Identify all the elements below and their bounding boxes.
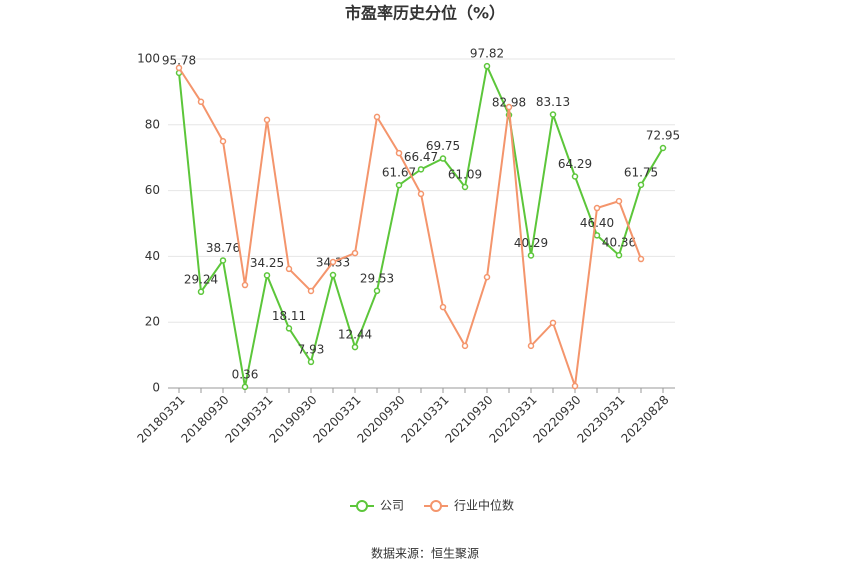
point: [549, 319, 557, 327]
point: [263, 272, 271, 279]
point: [615, 197, 623, 205]
data-label: 66.47: [404, 150, 438, 164]
point: [307, 287, 315, 295]
y-tick-label: 100: [137, 52, 160, 66]
data-label: 72.95: [646, 128, 680, 142]
point: [615, 251, 623, 259]
point: [637, 255, 645, 263]
point: [197, 98, 205, 106]
data-label: 95.78: [162, 53, 196, 67]
legend-item[interactable]: 行业中位数: [424, 498, 514, 513]
data-label: 61.67: [382, 166, 416, 180]
point: [527, 252, 535, 259]
point: [461, 183, 469, 191]
point: [659, 144, 667, 152]
series-line: [178, 67, 642, 387]
data-label: 69.75: [426, 139, 460, 153]
point: [329, 271, 337, 279]
data-label: 7.93: [298, 342, 325, 356]
y-tick-label: 80: [145, 117, 160, 131]
data-label: 38.76: [206, 241, 240, 255]
data-label: 46.40: [580, 216, 614, 230]
point: [417, 166, 425, 173]
x-tick-label: 20230828: [619, 393, 672, 446]
point: [351, 249, 359, 257]
point: [395, 149, 403, 157]
legend-marker: [356, 500, 368, 512]
point: [439, 155, 447, 162]
data-label: 29.24: [184, 272, 218, 286]
chart-title: 市盈率历史分位（%）: [345, 4, 505, 23]
y-tick-label: 20: [145, 315, 160, 329]
point: [637, 181, 645, 189]
data-label: 61.09: [448, 168, 482, 182]
point: [263, 116, 271, 124]
data-label: 34.25: [250, 256, 284, 270]
data-label: 0.36: [232, 367, 259, 381]
point: [593, 204, 601, 212]
point: [593, 232, 601, 239]
point: [175, 64, 183, 72]
data-label: 83.13: [536, 95, 570, 109]
point: [417, 190, 425, 198]
point: [461, 342, 469, 350]
y-tick-label: 40: [145, 249, 160, 263]
y-tick-label: 0: [152, 381, 160, 395]
point: [241, 383, 249, 391]
point: [527, 342, 535, 350]
legend-label: 行业中位数: [454, 498, 514, 513]
data-label: 29.53: [360, 271, 394, 285]
point: [373, 113, 381, 121]
point: [219, 138, 227, 145]
source-note: 数据来源：恒生聚源: [371, 546, 479, 561]
point: [329, 258, 337, 266]
data-label: 40.36: [602, 236, 636, 250]
point: [307, 358, 315, 366]
point: [285, 325, 293, 332]
point: [505, 103, 513, 111]
point: [549, 111, 557, 118]
point: [483, 273, 491, 281]
point: [351, 343, 359, 351]
point: [219, 257, 227, 264]
data-label: 64.29: [558, 157, 592, 171]
point: [197, 288, 205, 296]
point: [439, 303, 447, 311]
point: [285, 265, 293, 273]
data-label: 40.29: [514, 236, 548, 250]
data-label: 61.75: [624, 165, 658, 179]
point: [571, 173, 579, 180]
y-tick-label: 60: [145, 183, 160, 197]
point: [241, 281, 249, 289]
point: [373, 287, 381, 295]
data-label: 82.98: [492, 95, 526, 109]
point: [483, 62, 491, 70]
legend-item[interactable]: 公司: [350, 499, 404, 513]
data-label: 18.11: [272, 309, 306, 323]
point: [395, 181, 403, 189]
data-label: 97.82: [470, 47, 504, 61]
point: [571, 382, 579, 390]
legend-marker: [430, 500, 443, 512]
legend-label: 公司: [380, 499, 404, 513]
data-label: 12.44: [338, 328, 372, 342]
